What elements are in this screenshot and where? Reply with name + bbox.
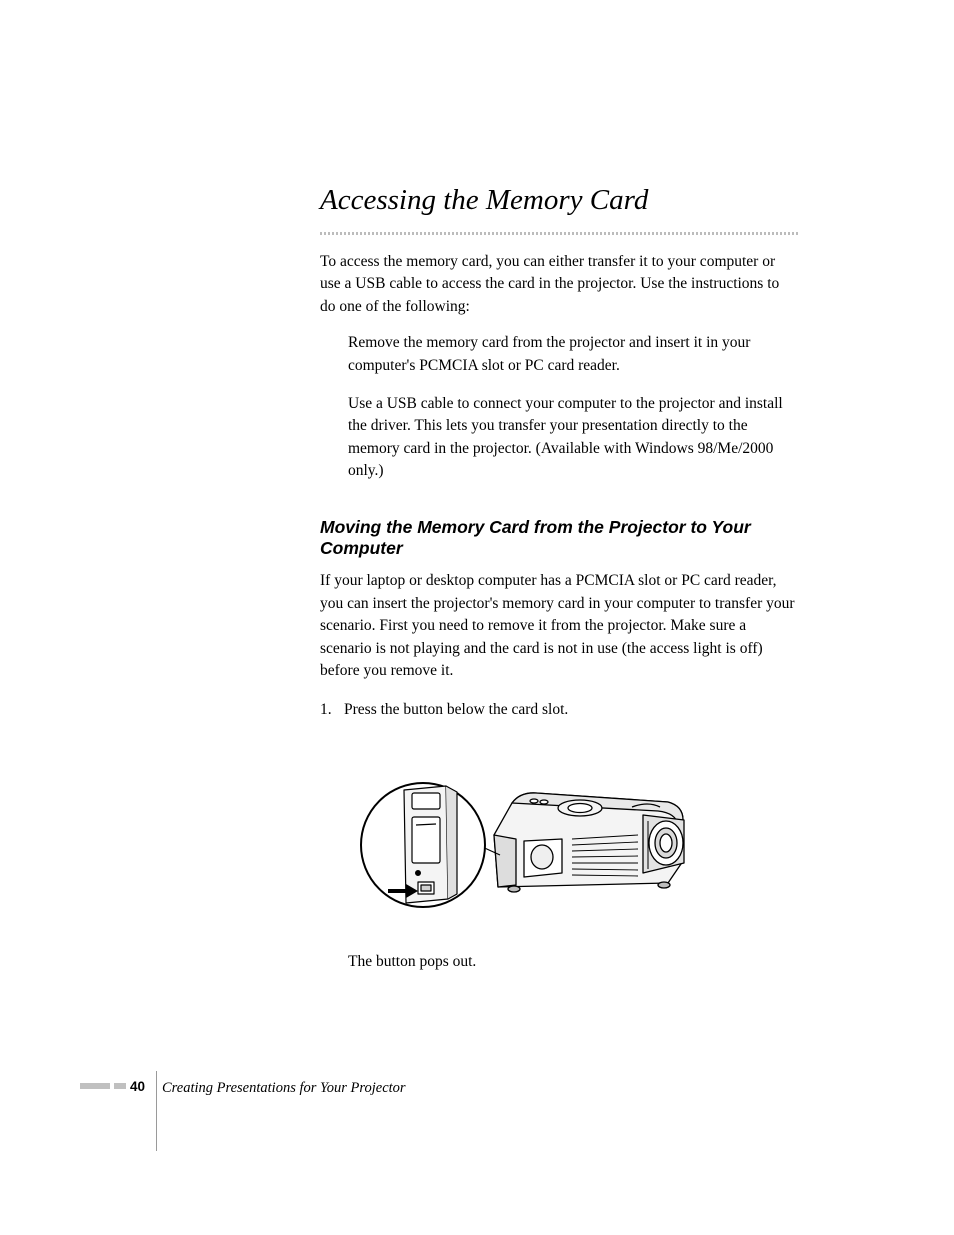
option-2: Use a USB cable to connect your computer… xyxy=(348,393,798,483)
subsection-heading: Moving the Memory Card from the Projecto… xyxy=(320,517,798,561)
section-title-rule xyxy=(320,232,798,235)
footer-accent-bar-2 xyxy=(114,1083,126,1089)
page-number: 40 xyxy=(130,1079,145,1094)
subsection-body: If your laptop or desktop computer has a… xyxy=(320,570,798,682)
projector-card-eject-icon xyxy=(348,735,698,935)
projector-figure xyxy=(348,735,798,935)
option-1: Remove the memory card from the projecto… xyxy=(348,332,798,377)
step-1: 1.Press the button below the card slot. xyxy=(320,701,798,719)
after-figure-text: The button pops out. xyxy=(348,953,798,971)
step-1-text: Press the button below the card slot. xyxy=(344,701,568,718)
page-footer: 40 Creating Presentations for Your Proje… xyxy=(80,1077,500,1113)
footer-vertical-rule xyxy=(156,1071,157,1151)
step-1-number: 1. xyxy=(320,701,344,719)
footer-accent-bar-1 xyxy=(80,1083,110,1089)
footer-chapter-title: Creating Presentations for Your Projecto… xyxy=(162,1080,406,1097)
section-title: Accessing the Memory Card xyxy=(320,183,798,218)
section-intro: To access the memory card, you can eithe… xyxy=(320,251,798,318)
